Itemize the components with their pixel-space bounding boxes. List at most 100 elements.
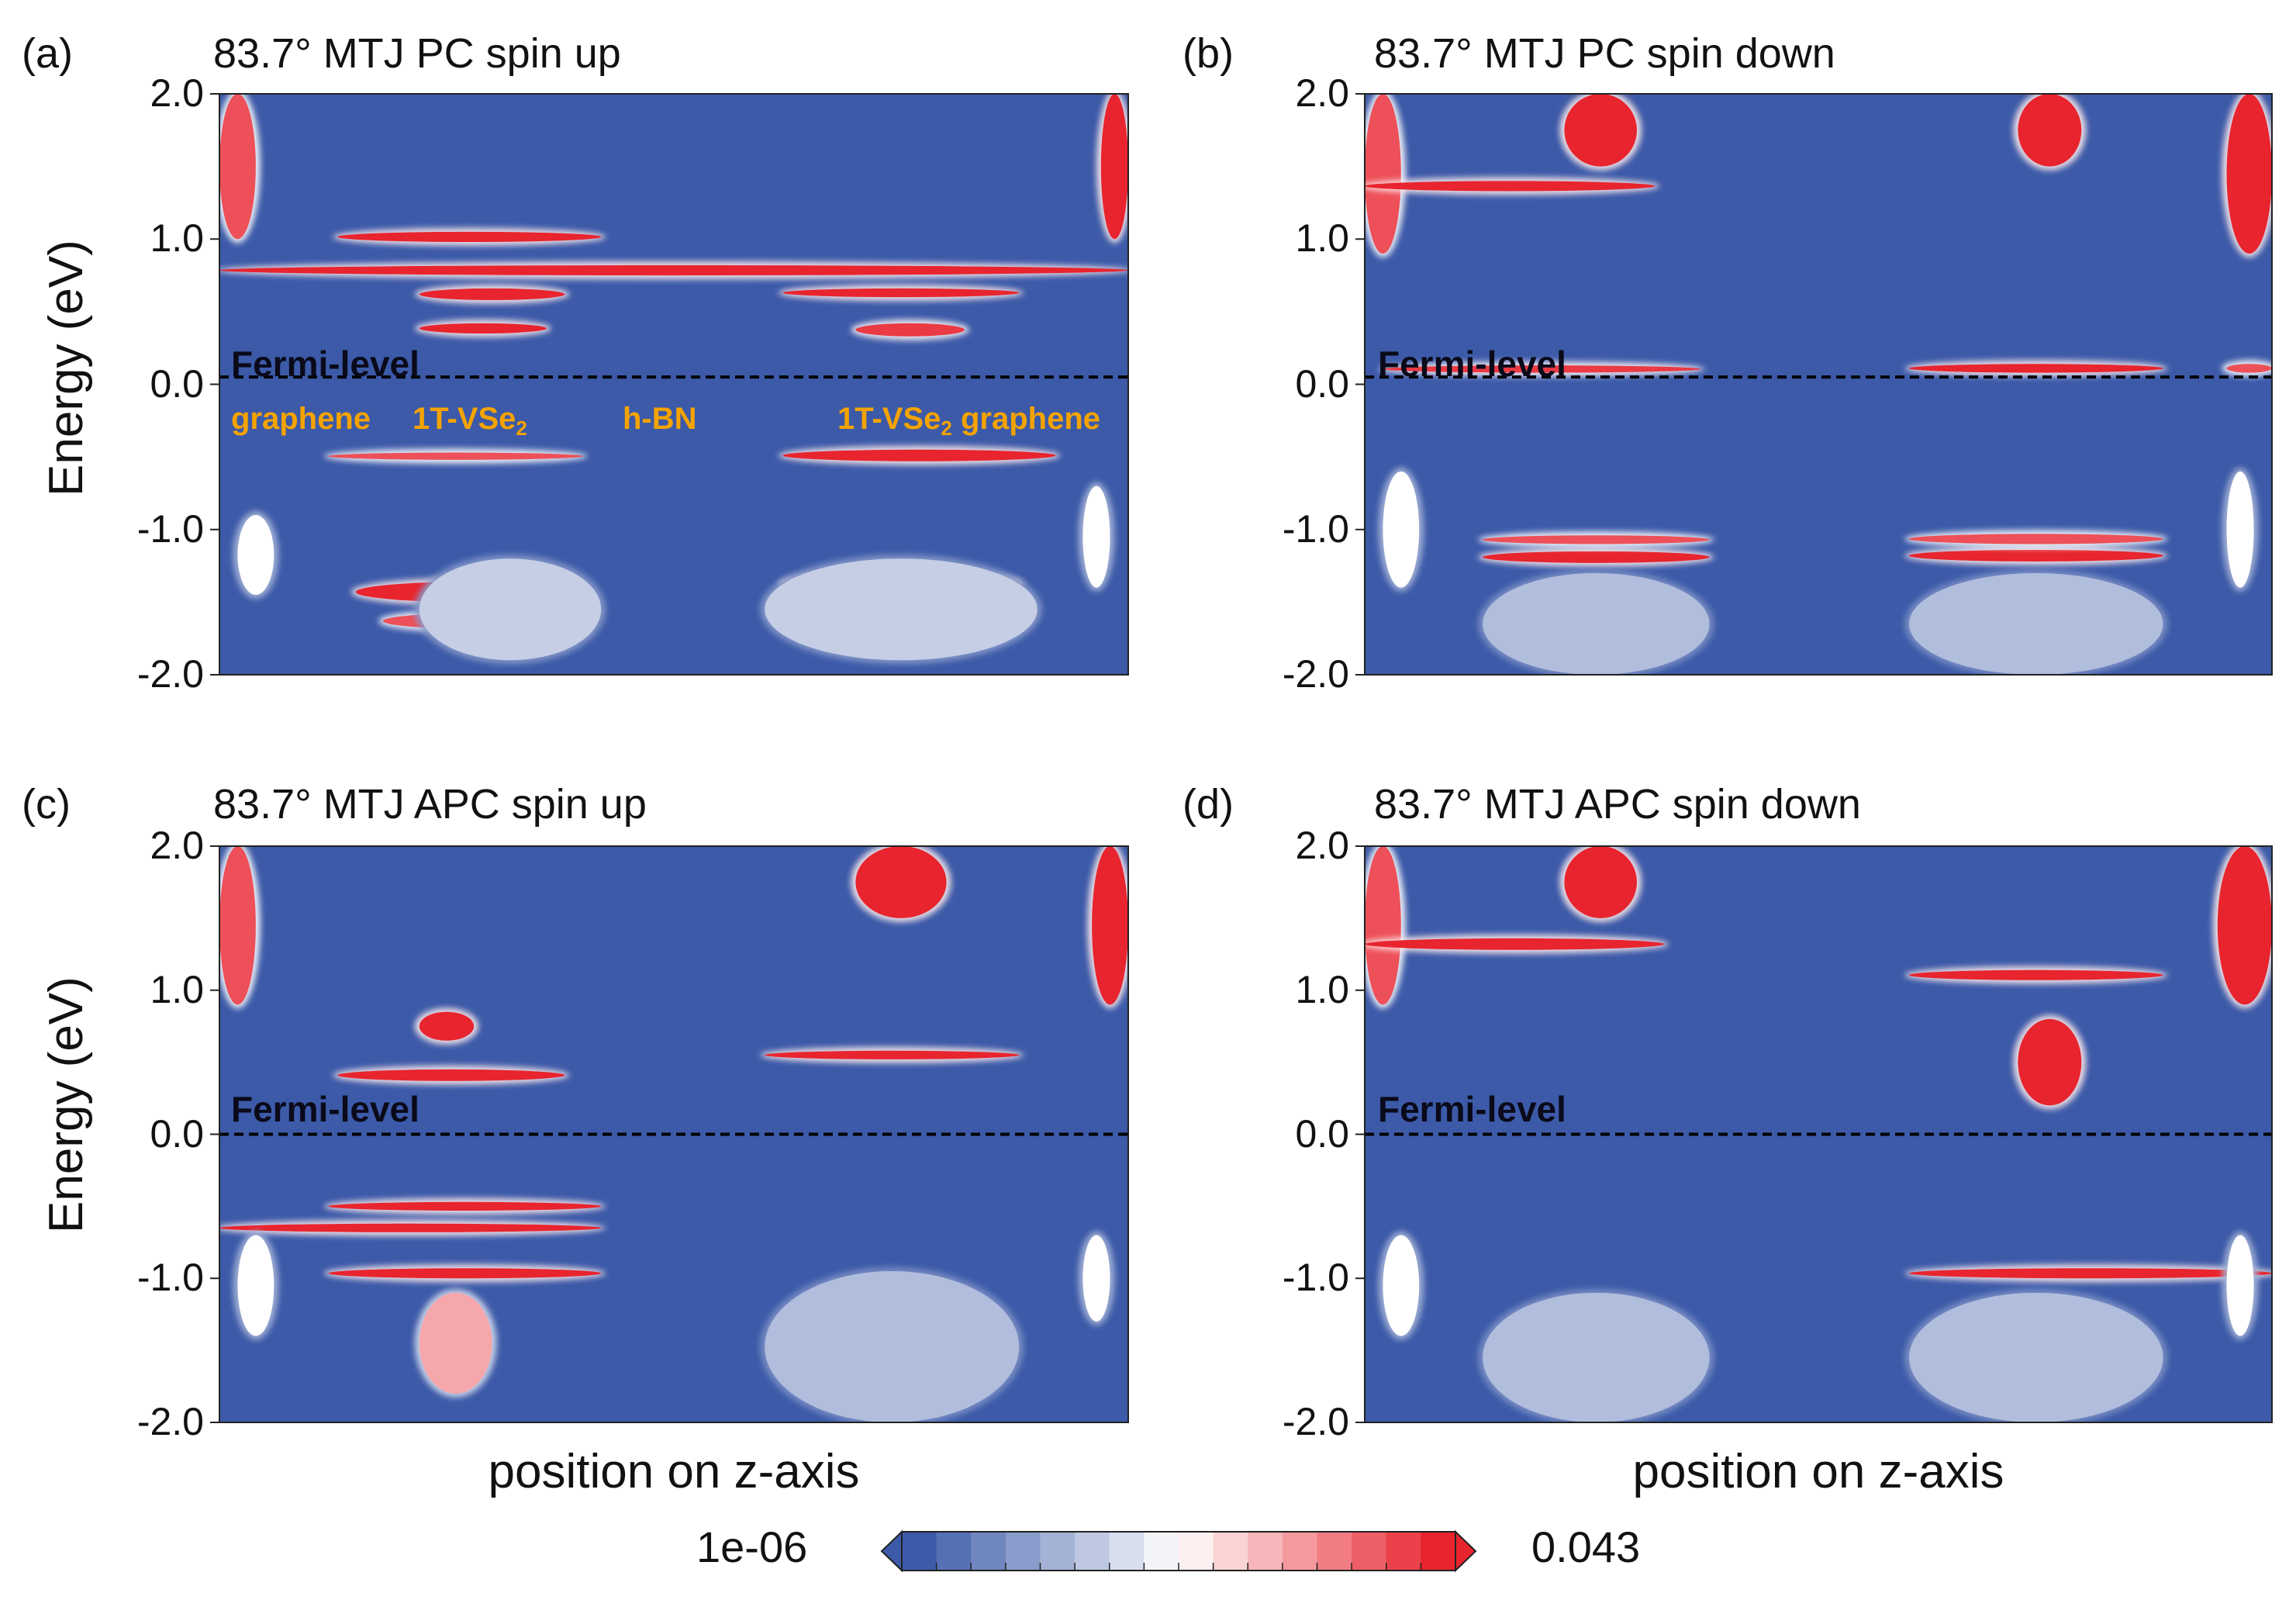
density-feature: [2226, 1235, 2254, 1336]
panel-d: (d) 83.7° MTJ APC spin down Fermi-level …: [1148, 745, 2296, 1520]
y-tick-label: 1.0: [150, 216, 204, 261]
panel-title: 83.7° MTJ APC spin down: [1374, 781, 1861, 828]
y-tick-label: -1.0: [1282, 1256, 1349, 1300]
density-feature: [219, 846, 256, 1005]
density-feature: [2226, 471, 2254, 588]
density-feature: [1564, 846, 1637, 918]
density-feature: [328, 1268, 602, 1279]
colorbar-step: [1213, 1532, 1248, 1571]
density-feature: [419, 1011, 475, 1041]
density-feature: [1483, 1292, 1710, 1422]
density-feature: [1909, 364, 2163, 373]
density-feature: [2217, 846, 2272, 1005]
colorbar-step: [1075, 1532, 1110, 1571]
density-feature: [2226, 94, 2272, 254]
panel-letter: (c): [22, 781, 71, 828]
fermi-level-label: Fermi-level: [231, 1089, 419, 1129]
layer-label-vse2-graphene-right: 1T-VSe2 graphene: [837, 402, 1101, 440]
colorbar-step: [1040, 1532, 1075, 1571]
density-feature: [1483, 535, 1710, 544]
density-feature: [1483, 572, 1710, 675]
colorbar-step: [1248, 1532, 1283, 1571]
fermi-level-label: Fermi-level: [1378, 344, 1566, 384]
density-feature: [782, 288, 1020, 298]
density-feature: [782, 449, 1056, 461]
colorbar-step: [1282, 1532, 1317, 1571]
density-feature: [1365, 94, 1401, 254]
panel-b: (b) 83.7° MTJ PC spin down Fermi-level 2…: [1148, 0, 2296, 776]
colorbar-step: [936, 1532, 972, 1571]
density-feature: [219, 94, 256, 240]
y-tick-label: 0.0: [1295, 361, 1349, 406]
density-feature: [1383, 1235, 1420, 1336]
y-tick-label: -1.0: [136, 506, 204, 551]
panel-a: (a) 83.7° MTJ PC spin up Energy (eV) Fer…: [0, 0, 1148, 776]
density-feature: [237, 1235, 274, 1336]
density-feature: [328, 452, 583, 460]
density-feature: [328, 1201, 602, 1211]
y-tick-label: 0.0: [150, 1111, 204, 1156]
density-feature: [1092, 846, 1128, 1005]
heatmap-plot: [1355, 93, 2273, 676]
y-tick-label: -1.0: [136, 1256, 204, 1300]
layer-label-hbn: h-BN: [623, 402, 697, 436]
y-tick-label: -2.0: [136, 1400, 204, 1443]
colorbar-step: [1005, 1532, 1041, 1571]
colorbar-low-extend: [880, 1529, 903, 1573]
density-feature: [1909, 534, 2163, 544]
colorbar-high-extend: [1455, 1529, 1477, 1573]
colorbar-max-label: 0.043: [1531, 1522, 1641, 1571]
layer-label-graphene-left: graphene: [231, 402, 371, 436]
colorbar-step: [1317, 1532, 1352, 1571]
colorbar: [880, 1529, 1477, 1573]
y-tick-label: 2.0: [1295, 71, 1349, 115]
y-tick-label: 2.0: [150, 71, 204, 115]
layer-label-vse2-left: 1T-VSe2: [413, 402, 527, 440]
density-feature: [2226, 364, 2272, 373]
y-tick-label: 0.0: [1295, 1111, 1349, 1156]
density-feature: [855, 323, 965, 337]
density-feature: [2018, 94, 2082, 167]
colorbar-min-label: 1e-06: [696, 1522, 808, 1571]
colorbar-step: [1109, 1532, 1145, 1571]
y-tick-label: 1.0: [1295, 216, 1349, 261]
heatmap-plot: [210, 845, 1129, 1423]
colorbar-step: [1352, 1532, 1387, 1571]
density-feature: [1909, 572, 2163, 675]
density-feature: [1564, 94, 1637, 167]
density-feature: [1383, 365, 1700, 373]
density-feature: [1909, 1268, 2272, 1279]
colorbar-step: [971, 1532, 1006, 1571]
density-feature: [765, 1270, 1020, 1422]
panel-title: 83.7° MTJ PC spin down: [1374, 30, 1835, 77]
density-feature: [1082, 486, 1110, 588]
colorbar-step: [1179, 1532, 1214, 1571]
density-feature: [1365, 181, 1656, 192]
y-tick-label: 2.0: [1295, 824, 1349, 867]
fermi-level-label: Fermi-level: [231, 344, 419, 384]
heatmap-plot: [1355, 845, 2273, 1423]
colorbar-step: [1421, 1532, 1456, 1571]
density-feature: [1100, 94, 1128, 240]
y-tick-label: -2.0: [136, 652, 204, 696]
y-tick-label: 1.0: [1295, 967, 1349, 1011]
panel-letter: (a): [22, 30, 73, 77]
density-feature: [219, 1223, 602, 1232]
density-feature: [1909, 1292, 2163, 1422]
y-tick-label: -1.0: [1282, 506, 1349, 551]
density-feature: [419, 288, 565, 300]
density-feature: [765, 558, 1038, 661]
colorbar-step: [1386, 1532, 1421, 1571]
density-feature: [237, 515, 274, 596]
density-feature: [1082, 1235, 1110, 1322]
density-feature: [1383, 471, 1420, 588]
density-feature: [337, 231, 602, 242]
density-feature: [1365, 846, 1401, 1005]
panel-letter: (b): [1183, 30, 1234, 77]
x-axis-label: position on z-axis: [1632, 1445, 2004, 1498]
panel-letter: (d): [1183, 781, 1234, 828]
heatmap-plot: [210, 93, 1129, 676]
density-feature: [1909, 549, 2163, 562]
y-tick-label: -2.0: [1282, 652, 1349, 696]
panel-title: 83.7° MTJ PC spin up: [213, 30, 621, 77]
